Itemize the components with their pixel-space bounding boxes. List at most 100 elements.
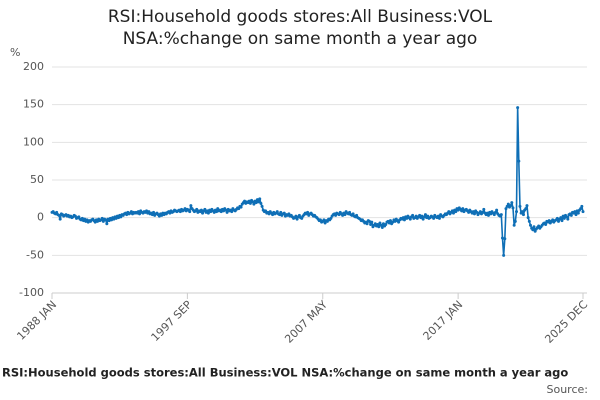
data-point xyxy=(513,219,517,223)
data-point xyxy=(251,200,255,204)
data-point xyxy=(422,215,426,219)
data-point xyxy=(502,253,506,257)
data-point xyxy=(573,210,577,214)
data-point xyxy=(489,212,493,216)
data-point xyxy=(520,210,524,214)
source: Source: xyxy=(547,383,589,396)
data-point xyxy=(391,220,395,224)
data-point xyxy=(373,222,377,226)
data-point xyxy=(117,216,121,220)
data-point xyxy=(379,223,383,227)
data-point xyxy=(160,213,164,217)
data-point xyxy=(405,216,409,220)
x-tick-label: 1997 SEP xyxy=(149,298,195,344)
data-point xyxy=(145,209,149,213)
data-point xyxy=(423,213,427,217)
data-point xyxy=(493,210,497,214)
data-point xyxy=(252,202,256,206)
data-point xyxy=(96,219,100,223)
data-point xyxy=(581,210,585,214)
x-tick-label: 1988 JAN xyxy=(14,298,59,343)
data-point xyxy=(460,209,464,213)
data-point xyxy=(377,225,381,229)
data-point xyxy=(393,219,397,223)
data-point xyxy=(318,218,322,222)
data-point xyxy=(525,204,529,208)
data-point xyxy=(267,212,271,216)
data-point xyxy=(365,222,369,226)
data-point xyxy=(264,209,268,213)
data-point xyxy=(555,216,559,220)
data-point xyxy=(224,208,228,212)
data-point xyxy=(481,210,485,214)
data-point xyxy=(367,219,371,223)
data-point xyxy=(114,216,118,220)
data-point xyxy=(230,210,234,214)
data-point xyxy=(531,228,535,232)
data-point xyxy=(472,212,476,216)
data-point xyxy=(566,217,570,221)
data-point xyxy=(576,211,580,215)
data-point xyxy=(575,209,579,213)
data-point xyxy=(329,216,333,220)
series-line xyxy=(51,106,584,257)
data-point xyxy=(580,204,584,208)
data-point xyxy=(57,213,61,217)
data-point xyxy=(112,217,116,221)
data-point xyxy=(271,213,275,217)
data-point xyxy=(325,219,329,223)
data-point xyxy=(355,213,359,217)
data-point xyxy=(388,219,392,223)
data-point xyxy=(533,229,537,233)
data-point xyxy=(397,220,401,224)
data-point xyxy=(199,208,203,212)
data-point xyxy=(426,214,430,218)
data-point xyxy=(380,225,384,229)
data-point xyxy=(511,206,515,210)
data-point xyxy=(323,221,327,225)
data-point xyxy=(147,210,151,214)
x-tick-label: 2007 MAY xyxy=(282,298,330,346)
data-point xyxy=(475,210,479,214)
data-point xyxy=(260,204,264,208)
data-point xyxy=(528,223,532,227)
data-point xyxy=(492,213,496,217)
data-point xyxy=(418,213,422,217)
data-point xyxy=(136,210,140,214)
data-point xyxy=(537,224,541,228)
data-point xyxy=(189,204,193,208)
data-point xyxy=(337,213,341,217)
data-point xyxy=(343,213,347,217)
data-point xyxy=(93,220,97,224)
y-tick-label: 150 xyxy=(23,98,44,111)
data-point xyxy=(183,207,187,211)
data-point xyxy=(212,210,216,214)
data-point xyxy=(258,197,262,201)
data-point xyxy=(526,216,530,220)
data-point xyxy=(188,210,192,214)
data-point xyxy=(510,201,514,205)
data-point xyxy=(168,211,172,215)
data-point xyxy=(485,211,489,215)
data-point xyxy=(77,215,81,219)
data-point xyxy=(505,204,509,208)
data-point xyxy=(387,221,391,225)
data-point xyxy=(436,214,440,218)
data-point xyxy=(201,211,205,215)
footer: RSI:Household goods stores:All Business:… xyxy=(2,366,568,380)
data-point xyxy=(222,209,226,213)
data-point xyxy=(203,207,207,211)
data-point xyxy=(129,210,133,214)
data-point xyxy=(254,201,258,205)
data-point xyxy=(295,217,299,221)
data-point xyxy=(547,219,551,223)
data-point xyxy=(243,199,247,203)
data-point xyxy=(306,210,310,214)
data-point xyxy=(482,207,486,211)
data-point xyxy=(471,210,475,214)
x-tick-label: 2017 JAN xyxy=(421,298,466,343)
data-point xyxy=(514,210,518,214)
data-point xyxy=(503,237,507,241)
